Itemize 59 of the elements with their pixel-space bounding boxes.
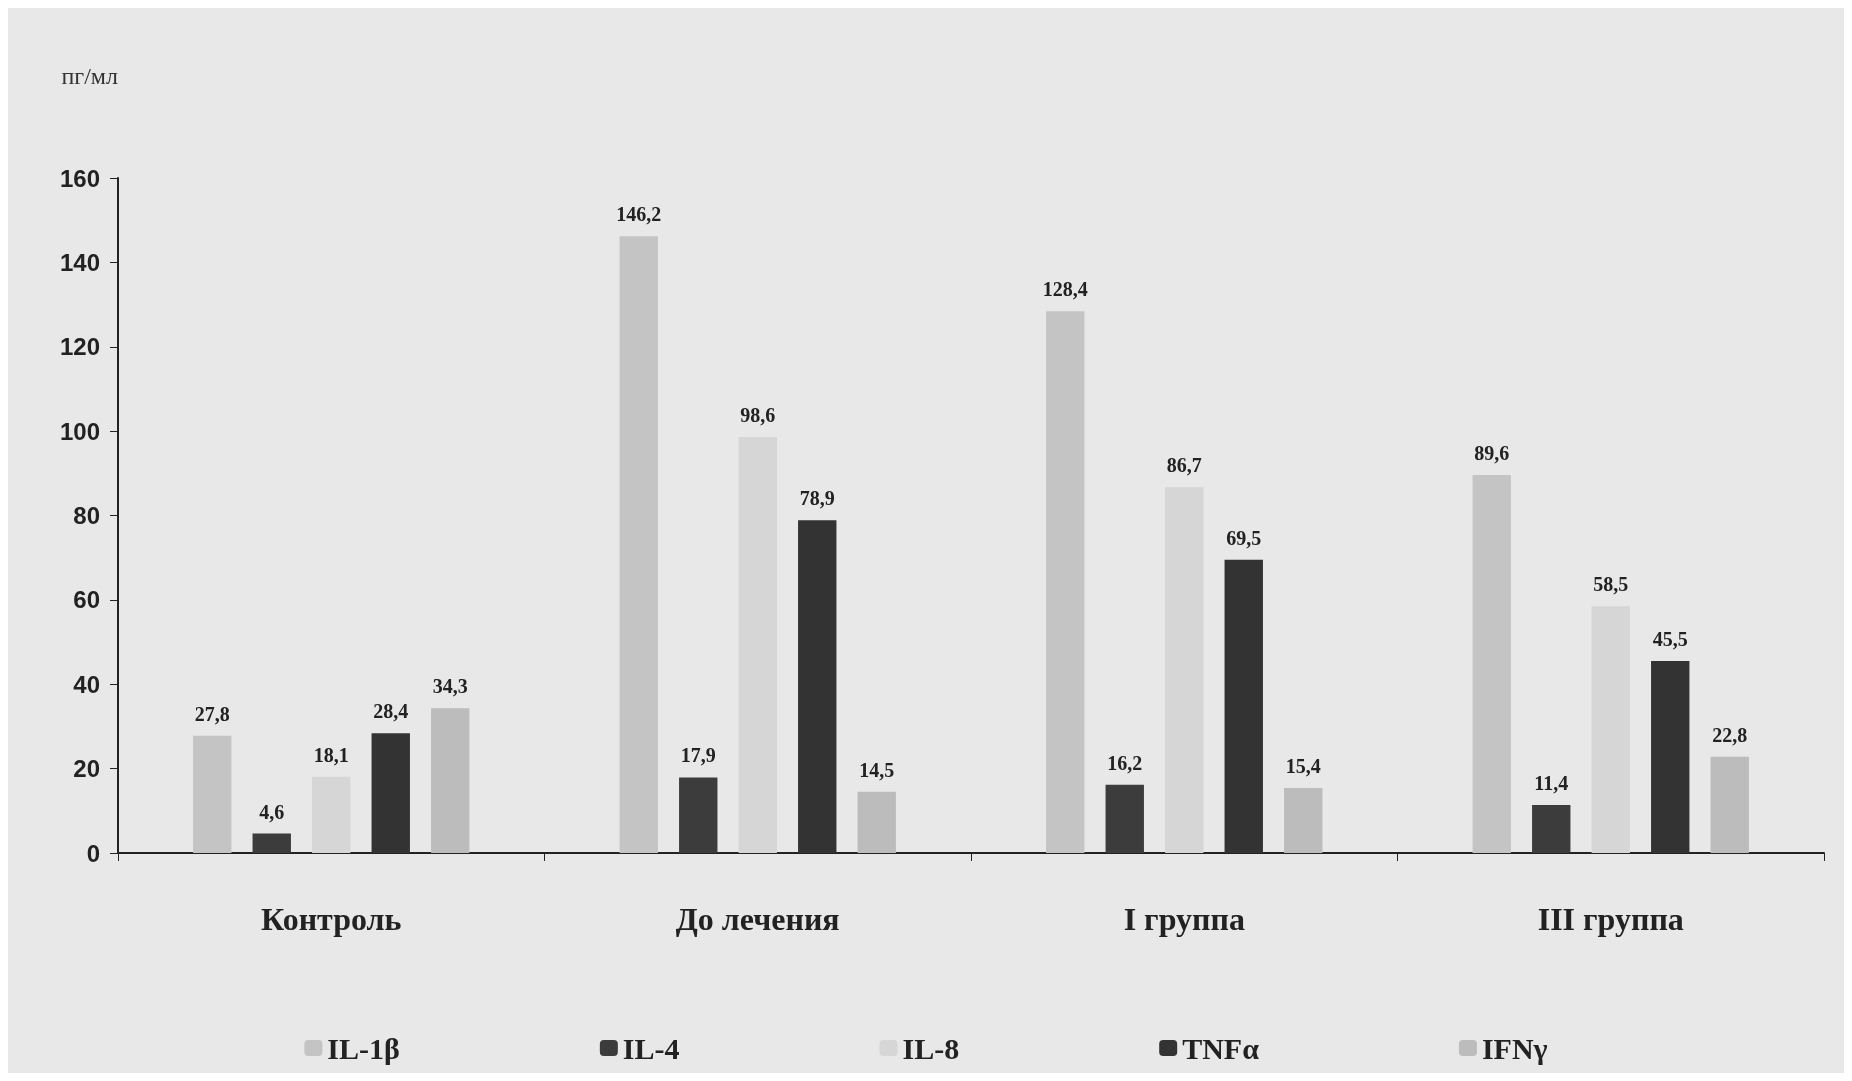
data-label: 15,4 xyxy=(1285,755,1321,778)
bar xyxy=(1472,475,1511,853)
bar xyxy=(1532,804,1571,853)
legend-label: IL-1β xyxy=(327,1031,400,1065)
data-label: 16,2 xyxy=(1107,751,1143,774)
bar xyxy=(1046,311,1085,853)
data-label: 58,5 xyxy=(1593,573,1629,596)
bar xyxy=(679,777,718,853)
data-label: 86,7 xyxy=(1166,454,1202,477)
bar xyxy=(857,791,896,853)
x-tick-label: Контроль xyxy=(261,901,402,937)
data-label: 89,6 xyxy=(1474,442,1510,464)
y-tick-label: 0 xyxy=(86,839,100,867)
data-label: 27,8 xyxy=(194,702,230,725)
bar xyxy=(1284,788,1323,853)
y-tick-label: 80 xyxy=(73,502,100,529)
bar xyxy=(1165,487,1204,853)
bar xyxy=(1105,784,1144,853)
y-tick-label: 60 xyxy=(73,586,100,614)
y-tick-label: 120 xyxy=(59,333,100,361)
y-tick-label: 140 xyxy=(59,248,100,276)
bar xyxy=(193,735,232,853)
data-label: 78,9 xyxy=(799,487,835,510)
legend-label: IFNγ xyxy=(1481,1031,1548,1065)
legend-label: IL-8 xyxy=(902,1031,960,1065)
bar xyxy=(1591,606,1630,853)
data-label: 146,2 xyxy=(616,203,662,226)
bar xyxy=(252,833,291,853)
y-tick-label: 20 xyxy=(73,755,100,783)
data-label: 14,5 xyxy=(859,758,895,781)
bar xyxy=(312,776,351,853)
data-label: 128,4 xyxy=(1042,278,1088,301)
data-label: 34,3 xyxy=(432,675,468,698)
data-label: 17,9 xyxy=(680,744,716,767)
bar xyxy=(371,733,410,853)
bar xyxy=(1224,559,1263,853)
bar xyxy=(619,236,658,853)
y-tick-label: 160 xyxy=(59,164,100,192)
data-label: 69,5 xyxy=(1226,526,1262,549)
data-label: 22,8 xyxy=(1712,723,1748,746)
x-tick-label: I группа xyxy=(1123,901,1245,937)
x-tick-label: До лечения xyxy=(675,901,840,937)
x-tick-label: III группа xyxy=(1537,901,1684,937)
y-tick-label: 40 xyxy=(73,670,100,698)
data-label: 45,5 xyxy=(1652,628,1688,651)
bar xyxy=(1651,661,1690,853)
bar xyxy=(738,437,777,853)
y-tick-label: 100 xyxy=(59,417,100,445)
data-label: 28,4 xyxy=(373,700,409,723)
y-axis-title: пг/мл xyxy=(61,63,119,89)
data-label: 18,1 xyxy=(313,743,349,766)
data-label: 11,4 xyxy=(1534,771,1569,794)
bar xyxy=(431,708,470,853)
legend-label: IL-4 xyxy=(622,1031,680,1065)
legend-label: TNFα xyxy=(1182,1031,1260,1065)
bar xyxy=(798,520,837,853)
data-label: 4,6 xyxy=(259,800,285,823)
bar xyxy=(1710,756,1749,853)
data-label: 98,6 xyxy=(740,404,776,427)
